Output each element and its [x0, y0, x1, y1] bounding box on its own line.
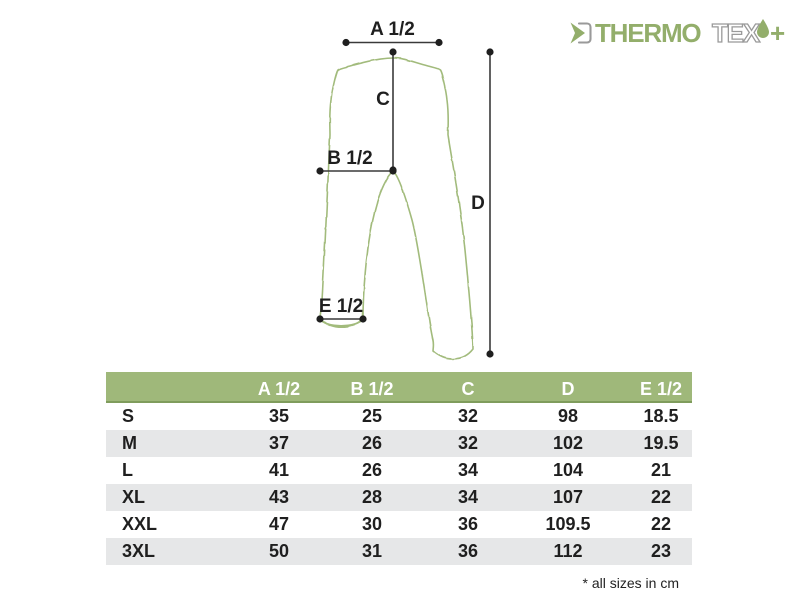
svg-text:109.5: 109.5	[545, 514, 590, 534]
svg-text:D: D	[562, 379, 575, 399]
svg-text:31: 31	[362, 541, 382, 561]
svg-text:XL: XL	[122, 487, 145, 507]
svg-text:M: M	[122, 433, 137, 453]
svg-text:A 1/2: A 1/2	[258, 379, 300, 399]
svg-text:S: S	[122, 406, 134, 426]
svg-text:C: C	[462, 379, 475, 399]
svg-text:26: 26	[362, 460, 382, 480]
svg-text:E 1/2: E 1/2	[640, 379, 682, 399]
svg-text:32: 32	[458, 433, 478, 453]
svg-text:L: L	[122, 460, 133, 480]
svg-text:23: 23	[651, 541, 671, 561]
svg-text:36: 36	[458, 541, 478, 561]
svg-text:37: 37	[269, 433, 289, 453]
svg-text:30: 30	[362, 514, 382, 534]
svg-text:* all sizes in cm: * all sizes in cm	[583, 575, 679, 591]
svg-text:35: 35	[269, 406, 289, 426]
svg-text:22: 22	[651, 514, 671, 534]
svg-text:104: 104	[553, 460, 583, 480]
svg-text:28: 28	[362, 487, 382, 507]
svg-text:3XL: 3XL	[122, 541, 155, 561]
svg-text:36: 36	[458, 514, 478, 534]
svg-text:112: 112	[553, 541, 582, 561]
svg-text:34: 34	[458, 460, 478, 480]
svg-text:XXL: XXL	[122, 514, 157, 534]
svg-text:19.5: 19.5	[643, 433, 678, 453]
svg-text:18.5: 18.5	[643, 406, 678, 426]
svg-text:47: 47	[269, 514, 289, 534]
svg-text:B 1/2: B 1/2	[350, 379, 393, 399]
svg-text:21: 21	[651, 460, 671, 480]
svg-text:32: 32	[458, 406, 478, 426]
svg-text:25: 25	[362, 406, 382, 426]
svg-text:98: 98	[558, 406, 578, 426]
svg-text:43: 43	[269, 487, 289, 507]
svg-text:34: 34	[458, 487, 478, 507]
svg-text:50: 50	[269, 541, 289, 561]
svg-text:22: 22	[651, 487, 671, 507]
svg-text:26: 26	[362, 433, 382, 453]
svg-text:102: 102	[553, 433, 583, 453]
svg-text:41: 41	[269, 460, 289, 480]
svg-text:107: 107	[553, 487, 583, 507]
